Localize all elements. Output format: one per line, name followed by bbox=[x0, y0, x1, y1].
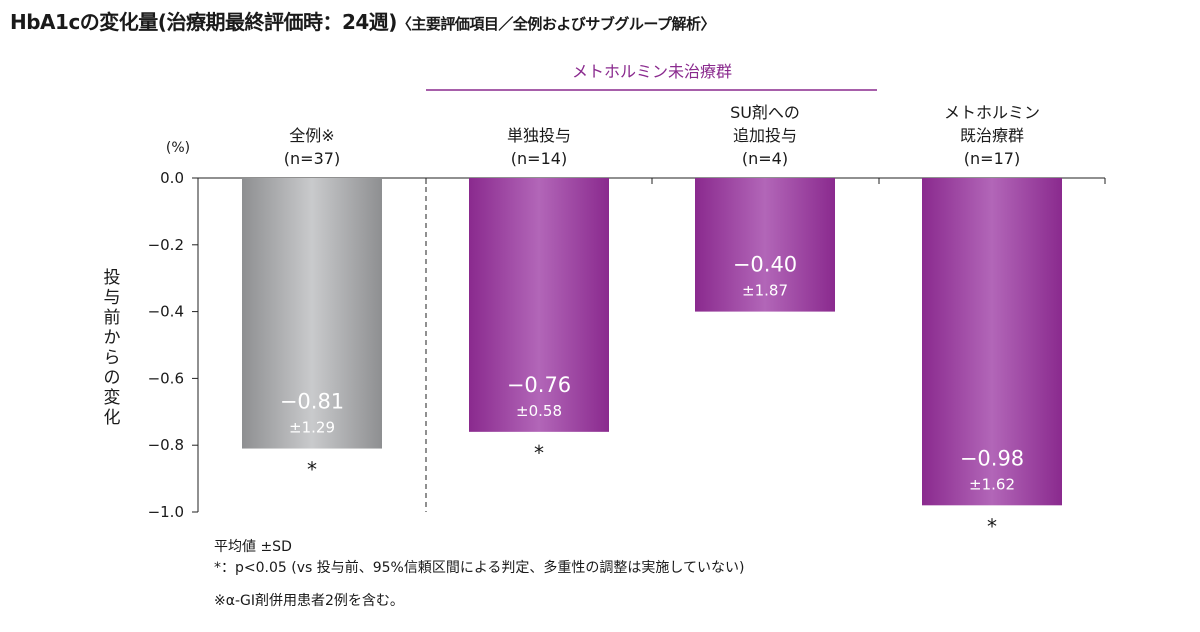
y-axis-label-char: の bbox=[104, 368, 121, 388]
y-axis-label-char: 化 bbox=[104, 408, 121, 428]
category-label: メトホルミン bbox=[944, 103, 1040, 122]
bar-sd-label: ±1.29 bbox=[289, 419, 335, 437]
category-label: 全例※ bbox=[289, 126, 334, 145]
category-label: 追加投与 bbox=[733, 126, 797, 145]
y-axis-label-char: ら bbox=[104, 348, 121, 368]
category-label: SU剤への bbox=[730, 103, 800, 122]
y-tick-label: −0.4 bbox=[148, 303, 184, 321]
bar bbox=[695, 178, 835, 312]
chart-title-main: HbA1cの変化量(治療期最終評価時：24週) bbox=[10, 10, 397, 34]
y-unit-label: (%) bbox=[166, 140, 190, 156]
category-label: 既治療群 bbox=[960, 126, 1024, 145]
bar-value-label: −0.81 bbox=[280, 390, 344, 414]
significance-asterisk: * bbox=[534, 441, 544, 465]
category-label: (n=37) bbox=[284, 149, 340, 168]
y-axis-label-char: 変 bbox=[104, 388, 121, 408]
bar-sd-label: ±0.58 bbox=[516, 402, 562, 420]
bar bbox=[242, 178, 382, 449]
y-tick-label: 0.0 bbox=[160, 169, 184, 187]
category-label: (n=4) bbox=[742, 149, 788, 168]
category-label: 単独投与 bbox=[507, 126, 571, 145]
note-mean-sd: 平均値 ±SD bbox=[214, 539, 292, 555]
y-tick-label: −0.8 bbox=[148, 436, 184, 454]
chart-title-sub: 〈主要評価項目／全例およびサブグループ解析〉 bbox=[396, 15, 716, 33]
significance-asterisk: * bbox=[307, 458, 317, 482]
y-axis-label-char: 与 bbox=[104, 288, 121, 308]
y-tick-label: −1.0 bbox=[148, 503, 184, 521]
bar-sd-label: ±1.62 bbox=[969, 475, 1015, 493]
y-tick-label: −0.6 bbox=[148, 369, 184, 387]
significance-asterisk: * bbox=[987, 514, 997, 538]
bar-value-label: −0.98 bbox=[960, 446, 1024, 470]
note-significance: *：p<0.05 (vs 投与前、95%信頼区間による判定、多重性の調整は実施し… bbox=[214, 560, 745, 576]
category-label: (n=17) bbox=[964, 149, 1020, 168]
bar bbox=[922, 178, 1062, 506]
category-label: (n=14) bbox=[511, 149, 567, 168]
bar-sd-label: ±1.87 bbox=[742, 282, 788, 300]
group-label: メトホルミン未治療群 bbox=[572, 62, 732, 81]
note-alpha-gi: ※α-GI剤併用患者2例を含む。 bbox=[214, 593, 404, 609]
bar bbox=[469, 178, 609, 432]
y-tick-label: −0.2 bbox=[148, 236, 184, 254]
bar-value-label: −0.40 bbox=[733, 253, 797, 277]
y-axis-label-char: 前 bbox=[104, 308, 121, 328]
y-axis-label-char: 投 bbox=[104, 268, 121, 288]
bar-value-label: −0.76 bbox=[507, 373, 571, 397]
chart-title: HbA1cの変化量(治療期最終評価時：24週)〈主要評価項目／全例およびサブグル… bbox=[10, 6, 716, 35]
y-axis-label-char: か bbox=[104, 328, 121, 348]
